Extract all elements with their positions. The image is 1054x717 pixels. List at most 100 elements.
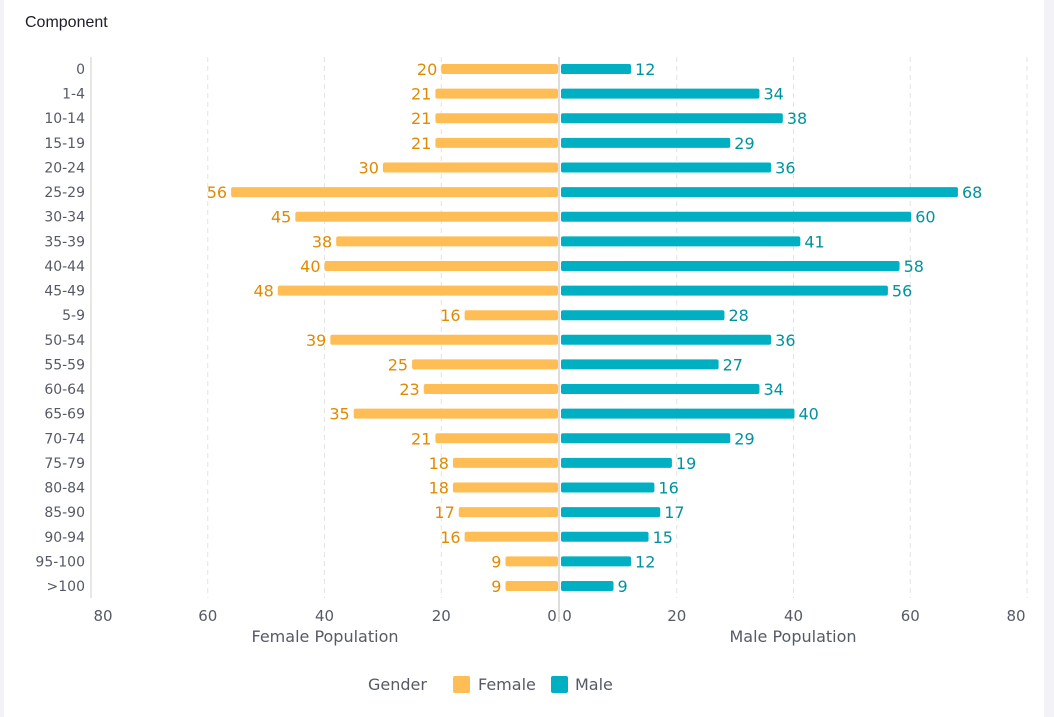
male-value-label: 28 bbox=[728, 306, 748, 325]
legend-label-female: Female bbox=[478, 675, 536, 694]
category-label: 40-44 bbox=[44, 259, 85, 275]
male-value-label: 17 bbox=[664, 503, 684, 522]
x-tick-label-female: 0 bbox=[547, 607, 557, 625]
female-bar bbox=[336, 236, 558, 247]
male-value-label: 12 bbox=[635, 552, 655, 571]
female-bar bbox=[452, 457, 558, 468]
male-value-label: 15 bbox=[653, 528, 673, 547]
female-value-label: 23 bbox=[399, 380, 419, 399]
female-value-label: 20 bbox=[417, 60, 437, 79]
female-value-label: 21 bbox=[411, 109, 431, 128]
male-bar bbox=[561, 334, 772, 345]
category-label: 25-29 bbox=[44, 185, 85, 201]
male-bar bbox=[561, 408, 795, 419]
male-bar bbox=[561, 359, 719, 370]
female-bar bbox=[435, 137, 558, 148]
male-axis-title: Male Population bbox=[729, 627, 856, 646]
female-value-label: 9 bbox=[491, 552, 501, 571]
category-label: 1-4 bbox=[62, 87, 85, 103]
female-bar bbox=[458, 507, 558, 518]
male-bar bbox=[561, 482, 655, 493]
female-value-label: 48 bbox=[253, 282, 273, 301]
category-label: 85-90 bbox=[44, 505, 85, 521]
legend-swatch-male bbox=[551, 676, 568, 693]
female-bar bbox=[435, 88, 558, 99]
category-label: 70-74 bbox=[44, 431, 85, 447]
category-label: 45-49 bbox=[44, 284, 85, 300]
male-bar bbox=[561, 310, 725, 321]
male-bar bbox=[561, 433, 731, 444]
female-value-label: 17 bbox=[434, 503, 454, 522]
male-bar bbox=[561, 384, 760, 395]
male-bar bbox=[561, 260, 900, 271]
male-value-label: 36 bbox=[775, 331, 795, 350]
female-value-label: 21 bbox=[411, 85, 431, 104]
male-value-label: 58 bbox=[904, 257, 924, 276]
category-label: 35-39 bbox=[44, 234, 85, 250]
legend-title: Gender bbox=[368, 675, 427, 694]
x-tick-label-female: 20 bbox=[432, 607, 451, 625]
x-tick-label-male: 20 bbox=[667, 607, 686, 625]
female-axis-title: Female Population bbox=[252, 627, 399, 646]
category-label: 20-24 bbox=[44, 160, 85, 176]
female-bar bbox=[505, 556, 558, 567]
male-value-label: 12 bbox=[635, 60, 655, 79]
category-label: 55-59 bbox=[44, 357, 85, 373]
female-bar bbox=[452, 482, 558, 493]
female-bar bbox=[231, 187, 558, 198]
female-value-label: 21 bbox=[411, 134, 431, 153]
legend-swatch-female bbox=[453, 676, 470, 693]
male-bar bbox=[561, 113, 783, 124]
female-value-label: 16 bbox=[440, 528, 460, 547]
male-value-label: 34 bbox=[763, 85, 783, 104]
male-value-label: 34 bbox=[763, 380, 783, 399]
male-bar bbox=[561, 88, 760, 99]
male-value-label: 68 bbox=[962, 183, 982, 202]
male-value-label: 38 bbox=[787, 109, 807, 128]
category-label: 30-34 bbox=[44, 210, 85, 226]
male-bar bbox=[561, 556, 632, 567]
female-bar bbox=[295, 211, 558, 222]
female-bar bbox=[435, 433, 558, 444]
x-tick-label-male: 80 bbox=[1006, 607, 1025, 625]
female-value-label: 35 bbox=[329, 405, 349, 424]
female-bar bbox=[277, 285, 558, 296]
male-bar bbox=[561, 162, 772, 173]
female-bar bbox=[382, 162, 558, 173]
x-tick-label-male: 0 bbox=[562, 607, 572, 625]
male-bar bbox=[561, 531, 649, 542]
legend-label-male: Male bbox=[575, 675, 613, 694]
female-bar bbox=[330, 334, 558, 345]
category-label: 80-84 bbox=[44, 481, 85, 497]
female-bar bbox=[423, 384, 558, 395]
male-bar bbox=[561, 211, 912, 222]
female-bar bbox=[353, 408, 558, 419]
male-value-label: 41 bbox=[804, 232, 824, 251]
female-bar bbox=[412, 359, 558, 370]
female-value-label: 30 bbox=[359, 158, 379, 177]
female-value-label: 16 bbox=[440, 306, 460, 325]
female-bar bbox=[324, 260, 558, 271]
x-tick-label-male: 40 bbox=[784, 607, 803, 625]
category-label: 50-54 bbox=[44, 333, 85, 349]
male-value-label: 29 bbox=[734, 134, 754, 153]
category-label: 75-79 bbox=[44, 456, 85, 472]
female-value-label: 56 bbox=[207, 183, 227, 202]
female-value-label: 40 bbox=[300, 257, 320, 276]
female-bar bbox=[441, 64, 558, 74]
female-value-label: 25 bbox=[388, 355, 408, 374]
male-value-label: 19 bbox=[676, 454, 696, 473]
male-bar bbox=[561, 457, 672, 468]
category-label: 15-19 bbox=[44, 136, 85, 152]
female-value-label: 18 bbox=[429, 454, 449, 473]
female-value-label: 45 bbox=[271, 208, 291, 227]
x-tick-label-female: 80 bbox=[93, 607, 112, 625]
female-value-label: 21 bbox=[411, 429, 431, 448]
male-bar bbox=[561, 187, 958, 198]
male-value-label: 56 bbox=[892, 282, 912, 301]
category-label: 95-100 bbox=[35, 554, 85, 570]
male-value-label: 36 bbox=[775, 158, 795, 177]
male-bar bbox=[561, 64, 632, 74]
female-bar bbox=[505, 581, 558, 591]
x-tick-label-female: 40 bbox=[315, 607, 334, 625]
